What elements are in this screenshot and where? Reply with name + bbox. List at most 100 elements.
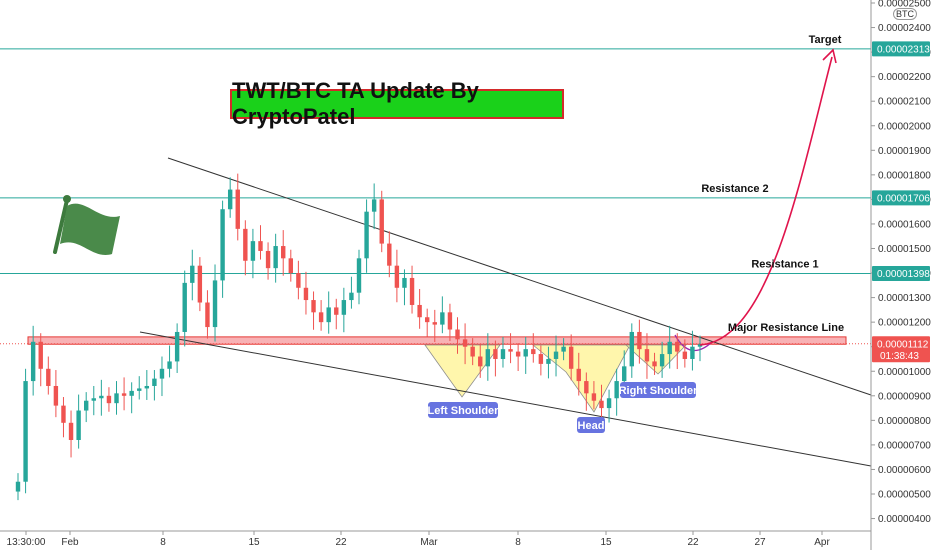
level-label: Target	[809, 34, 842, 46]
level-lines	[0, 48, 871, 345]
candle-body	[538, 354, 544, 364]
title-banner: TWT/BTC TA Update By CryptoPatel	[230, 78, 564, 129]
candle-body	[371, 199, 377, 212]
flag-cloth	[60, 203, 120, 255]
candle-body	[167, 361, 172, 369]
candle-body	[281, 246, 286, 259]
time-tick-label: Feb	[61, 537, 79, 548]
price-tick-label: 0.00000800	[878, 416, 931, 427]
last-price-tag	[872, 336, 930, 363]
price-tick-label: 0.00001600	[878, 219, 931, 230]
candle-body	[356, 258, 362, 293]
candle-body	[432, 322, 437, 325]
candle-body	[296, 273, 301, 288]
flag-icon	[53, 195, 120, 255]
pattern-label-text: Right Shoulder	[619, 385, 699, 397]
pattern-label-pill	[577, 417, 605, 433]
time-tick-label: 13:30:00	[7, 537, 46, 548]
target-arrowhead	[822, 48, 837, 64]
time-tick-label: 22	[335, 537, 347, 548]
price-tick-label: 0.00001200	[878, 318, 931, 329]
candle-body	[584, 381, 589, 394]
candlesticks	[15, 173, 703, 501]
upper-trend-line	[167, 157, 872, 396]
price-tick-label: 0.00001900	[878, 146, 931, 157]
candle-body	[417, 304, 422, 318]
candle-body	[197, 265, 203, 303]
time-axis[interactable]: 13:30:00 Feb 8 15 22 Mar 8 15 22 27 Apr	[7, 531, 831, 548]
candle-body	[553, 351, 559, 359]
candle-body	[531, 349, 536, 355]
price-tick-label: 0.00002200	[878, 72, 931, 83]
candle-body	[114, 393, 119, 404]
price-axis[interactable]: 0.00000400 0.00000500 0.00000600 0.00000700…	[871, 0, 931, 525]
candle-body	[243, 228, 248, 261]
candle-body	[394, 265, 400, 288]
candle-body	[15, 481, 21, 492]
candle-body	[23, 381, 28, 482]
candle-body	[265, 250, 271, 269]
candle-body	[440, 312, 445, 325]
candle-body	[622, 366, 627, 382]
candle-body	[326, 307, 331, 323]
price-tick-label: 0.00001800	[878, 170, 931, 181]
time-tick-label: 15	[600, 537, 612, 548]
candle-body	[152, 378, 157, 386]
major-resistance-zone	[27, 336, 847, 345]
time-tick-label: 27	[754, 537, 766, 548]
candle-body	[409, 277, 415, 305]
candle-body	[30, 341, 36, 382]
candle-body	[546, 358, 551, 364]
candle-body	[250, 241, 256, 261]
candle-body	[212, 280, 218, 328]
level-price-text: 0.00001398	[877, 269, 930, 280]
time-tick-label: Apr	[814, 537, 830, 548]
candle-body	[341, 300, 347, 315]
price-tick-label: 0.00000900	[878, 391, 931, 402]
candle-body	[447, 312, 453, 330]
candle-body	[697, 344, 703, 347]
candle-body	[349, 292, 354, 301]
level-label: Resistance 2	[701, 183, 768, 195]
candle-body	[508, 349, 513, 352]
candle-body	[402, 277, 407, 288]
candle-body	[485, 349, 491, 367]
target-arrow	[699, 56, 833, 346]
candle-body	[478, 356, 483, 367]
candle-body	[190, 265, 195, 283]
candle-body	[675, 341, 680, 352]
candle-body	[258, 241, 263, 251]
candle-body	[106, 395, 112, 404]
candle-body	[68, 422, 74, 440]
time-tick-label: 22	[687, 537, 699, 548]
candle-body	[659, 354, 665, 367]
candle-body	[455, 329, 460, 340]
pattern-label-text: Left Shoulder	[428, 405, 500, 417]
candle-body	[46, 368, 51, 386]
candle-body	[273, 246, 278, 269]
price-tick-label: 0.00000600	[878, 465, 931, 476]
time-tick-label: Mar	[420, 537, 438, 548]
candle-body	[99, 395, 104, 399]
candle-body	[652, 361, 657, 367]
price-tick-label: 0.00001000	[878, 367, 931, 378]
price-tick-label: 0.00001300	[878, 293, 931, 304]
candle-body	[629, 331, 634, 367]
candle-body	[500, 349, 506, 359]
price-tick-label: 0.00002400	[878, 23, 931, 34]
candle-body	[129, 390, 134, 396]
price-tick-label: 0.00001500	[878, 244, 931, 255]
candle-body	[425, 317, 430, 323]
candle-body	[644, 349, 650, 362]
price-tick-label: 0.00000400	[878, 514, 931, 525]
price-tick-label: 0.00002100	[878, 97, 931, 108]
candle-body	[470, 346, 475, 357]
candle-body	[667, 341, 672, 355]
candle-body	[205, 302, 210, 328]
candle-body	[493, 349, 498, 359]
candle-countdown: 01:38:43	[880, 351, 919, 362]
candle-body	[220, 209, 225, 281]
candle-body	[334, 307, 339, 315]
flag-pole	[53, 198, 69, 254]
